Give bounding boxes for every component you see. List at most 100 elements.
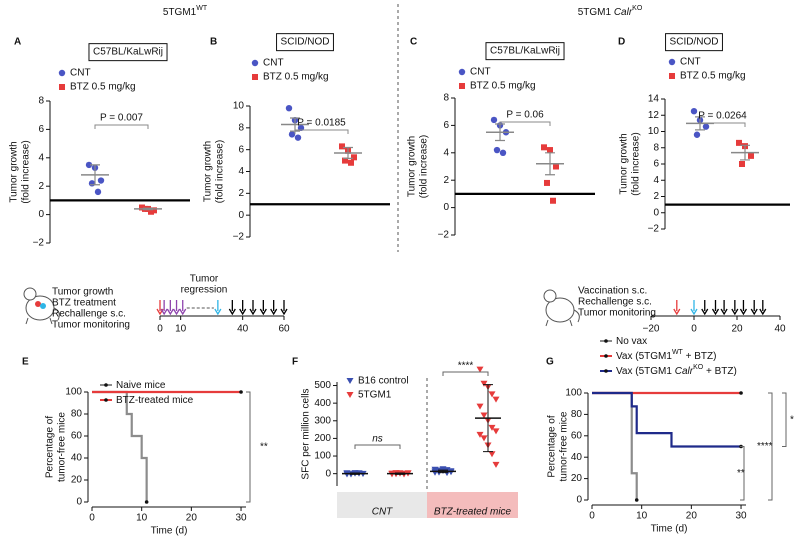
timeline-legend: BTZ treatment: [52, 298, 116, 309]
y-tick-label: 6: [38, 124, 44, 135]
y-tick-label: 60: [571, 430, 583, 441]
censor-mark: [144, 500, 149, 504]
p-value: P = 0.007: [100, 113, 143, 124]
header-part: 5TGM1: [163, 7, 197, 18]
event-arrow: [720, 300, 728, 316]
point: [339, 143, 345, 150]
y-tick-label: 2: [443, 175, 449, 186]
p-bracket: [94, 124, 149, 129]
y-axis-label: Tumor growth: [203, 141, 214, 202]
event-arrow: [731, 300, 739, 316]
error-bar: [350, 472, 360, 475]
point: [669, 73, 675, 79]
p-value: P = 0.0185: [297, 118, 346, 129]
legend-label: 5TGM1: [358, 390, 392, 401]
y-tick-label: 20: [571, 473, 583, 484]
legend-label: CNT: [680, 57, 701, 68]
legend-label-sup: WT: [672, 349, 684, 356]
x-axis-label: Time (d): [151, 526, 188, 536]
significance-label: ****: [458, 361, 474, 372]
header-italic: Calr: [614, 7, 633, 18]
sem-bar: [740, 144, 750, 161]
x-tick-label: 60: [278, 324, 290, 335]
timeline-annotation: Tumor: [190, 274, 219, 285]
y-axis-label: tumor-free mice: [57, 412, 68, 482]
y-tick-label: 300: [314, 415, 331, 426]
event-arrow: [701, 300, 709, 316]
y-tick-label: 0: [576, 495, 582, 506]
y-tick-label: 8: [653, 142, 659, 153]
panel-letter: F: [292, 357, 298, 368]
point: [297, 124, 305, 132]
point: [668, 58, 676, 66]
point: [346, 392, 354, 398]
legend-label: BTZ 0.5 mg/kg: [263, 72, 329, 83]
censor-mark: [634, 498, 639, 502]
event-arrow: [214, 300, 222, 316]
point: [346, 378, 354, 384]
significance-bracket: [442, 371, 489, 376]
strain-box: [665, 33, 723, 52]
legend-dot: [604, 369, 608, 373]
y-axis-label: (fold increase): [215, 140, 226, 203]
significance-bracket: [354, 444, 401, 449]
event-arrow: [690, 300, 698, 316]
point: [59, 84, 65, 90]
sem-bar: [143, 207, 153, 211]
significance-bracket: [246, 391, 251, 503]
legend-label-part: + BTZ): [703, 366, 737, 377]
point: [288, 131, 296, 138]
point: [439, 466, 447, 473]
censor-mark: [239, 390, 243, 394]
y-tick-label: −2: [233, 232, 245, 243]
x-tick-label: 30: [735, 511, 747, 522]
p-value: P = 0.06: [506, 110, 544, 121]
header-sup: WT: [196, 5, 208, 12]
legend-dot: [604, 354, 608, 358]
strain-label: C57BL/KaLwRij: [93, 47, 163, 58]
y-axis-label: Percentage of: [547, 415, 558, 477]
x-tick-label: 0: [157, 324, 163, 335]
panel-letter: B: [210, 37, 217, 48]
y-tick-label: 0: [38, 209, 44, 220]
legend-label: BTZ 0.5 mg/kg: [70, 82, 136, 93]
censor-mark: [739, 391, 743, 395]
legend-dot: [604, 339, 608, 343]
event-arrow: [759, 300, 767, 316]
event-arrow: [172, 300, 181, 316]
y-tick-label: −2: [33, 238, 45, 249]
event-arrow: [673, 300, 681, 316]
x-tick-label: 20: [186, 513, 198, 524]
point: [490, 116, 498, 124]
legend-label: CNT: [263, 58, 284, 69]
y-tick-label: 8: [238, 122, 244, 133]
y-tick-label: 0: [443, 202, 449, 213]
y-tick-label: 40: [571, 452, 583, 463]
event-arrow: [179, 300, 187, 316]
legend-label: BTZ 0.5 mg/kg: [470, 81, 536, 92]
p-bracket: [499, 121, 551, 126]
panel-letter: A: [14, 37, 21, 48]
x-tick-label: 10: [636, 511, 648, 522]
significance-label: ****: [757, 441, 773, 452]
event-arrow: [750, 300, 758, 316]
y-tick-label: 60: [71, 431, 83, 442]
legend-label-part: Vax (5TGM1: [616, 351, 672, 362]
legend-label-italic: Calr: [675, 366, 694, 377]
error-bar: [395, 472, 405, 475]
y-axis-label: tumor-free mice: [559, 411, 570, 481]
legend-label: Naive mice: [116, 380, 166, 391]
event-arrow: [259, 300, 267, 316]
panel-letter: E: [22, 357, 29, 368]
survival-curve: [92, 390, 148, 502]
y-tick-label: 6: [653, 159, 659, 170]
header-part: 5TGM1: [578, 7, 614, 18]
y-tick-label: 0: [325, 468, 331, 479]
y-tick-label: 400: [314, 398, 331, 409]
y-tick-label: 100: [65, 387, 82, 398]
y-tick-label: −2: [438, 230, 450, 241]
y-tick-label: 100: [565, 388, 582, 399]
y-tick-label: 500: [314, 380, 331, 391]
legend-label: B16 control: [358, 376, 409, 387]
x-tick-label: 0: [589, 511, 595, 522]
